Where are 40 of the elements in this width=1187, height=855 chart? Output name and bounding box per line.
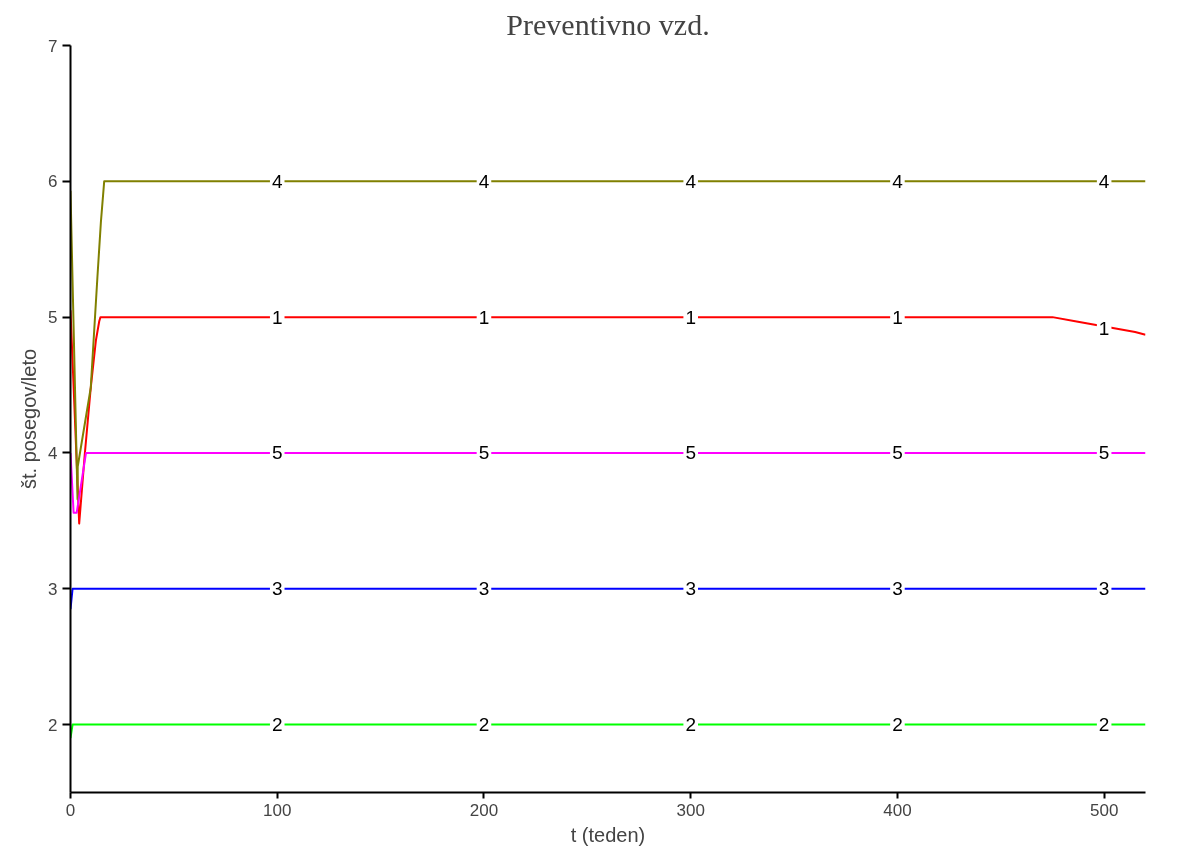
annotation: 2 [271, 714, 283, 736]
annotation: 4 [478, 170, 490, 192]
annotation: 2 [478, 714, 490, 736]
annotation: 2 [1098, 714, 1110, 736]
annotation: 1 [685, 306, 696, 328]
annotation: 3 [478, 578, 490, 600]
y-tick-label: 5 [48, 308, 58, 328]
x-tick-label: 200 [469, 800, 499, 820]
annotation: 1 [271, 306, 283, 328]
annotation: 5 [271, 442, 283, 464]
x-tick-label: 100 [263, 800, 292, 820]
annotation: 5 [892, 442, 903, 464]
annotation: 3 [892, 578, 903, 600]
x-tick-label: 0 [65, 800, 76, 820]
annotation: 4 [1098, 170, 1110, 192]
annotation: 5 [685, 442, 696, 464]
x-axis-title: t (teden) [570, 823, 646, 846]
annotation: 4 [892, 170, 904, 192]
annotation: 2 [892, 714, 903, 736]
y-tick-label: 3 [48, 579, 58, 599]
chart-title: Preventivno vzd. [506, 7, 710, 41]
x-tick-label: 300 [676, 800, 705, 820]
y-axis-title: št. posegov/leto [18, 348, 41, 490]
annotation: 4 [271, 170, 283, 192]
x-tick-label: 400 [883, 800, 912, 820]
annotation: 4 [685, 170, 697, 192]
y-tick-label: 4 [48, 443, 58, 463]
y-tick-label: 6 [48, 172, 58, 192]
annotation: 2 [685, 714, 696, 736]
x-tick-label: 500 [1089, 800, 1119, 820]
annotation: 1 [1098, 317, 1110, 339]
y-tick-label: 2 [48, 715, 58, 735]
annotation: 3 [685, 578, 696, 600]
annotation: 1 [892, 306, 903, 328]
annotation: 3 [1098, 578, 1110, 600]
annotation: 3 [271, 578, 283, 600]
annotation: 1 [478, 306, 490, 328]
y-tick-label: 7 [48, 36, 58, 56]
annotation: 5 [478, 442, 490, 464]
annotation: 5 [1098, 442, 1110, 464]
